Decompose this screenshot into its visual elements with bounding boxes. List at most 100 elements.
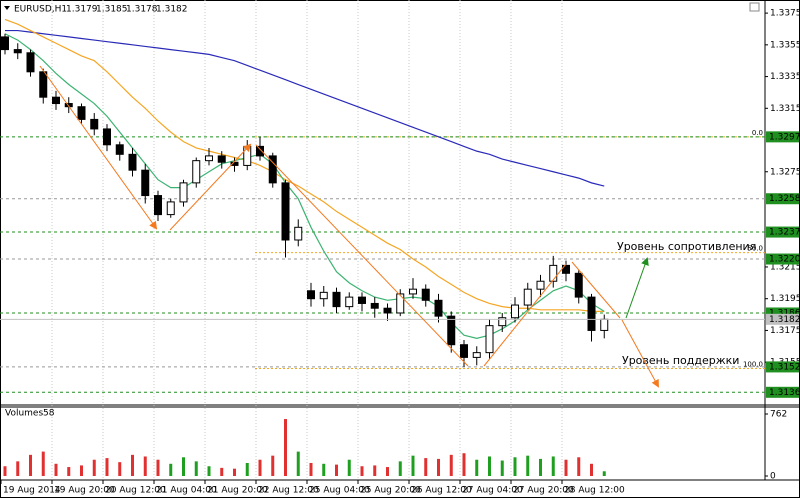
candle-body — [281, 182, 290, 241]
level-label: 1.3136 — [769, 388, 800, 398]
y-tick-label: 1.3375 — [770, 9, 800, 19]
window-button[interactable] — [749, 2, 760, 12]
candle-body — [574, 272, 583, 298]
support-label: Уровень поддержки — [622, 354, 739, 367]
candle-body — [103, 128, 111, 146]
candle-body — [307, 290, 315, 300]
candle-body — [26, 52, 35, 73]
candle-body — [319, 291, 328, 300]
x-tick-label: 28 Aug 12:00 — [564, 486, 625, 496]
candle-body — [358, 296, 366, 304]
candle-body — [549, 264, 558, 282]
candle-body — [13, 49, 22, 54]
moving-average — [4, 18, 605, 312]
arrow — [39, 65, 158, 230]
candle-body — [115, 144, 124, 155]
fib-label: 50.0 — [747, 245, 763, 253]
y-tick-label: 1.3215 — [770, 262, 800, 272]
last-price-label: 1.3182 — [769, 315, 800, 325]
candle-body — [396, 293, 405, 314]
x-tick-label: 21 Aug 20:00 — [207, 486, 268, 496]
candle-body — [421, 288, 430, 301]
candle-body — [90, 118, 99, 130]
symbol: EURUSD,H1 — [14, 5, 67, 15]
volume-title: Volumes — [5, 409, 43, 419]
arrow — [621, 319, 659, 388]
candle-body — [447, 315, 456, 346]
level-box — [766, 253, 799, 265]
level-label: 1.3258 — [769, 194, 800, 204]
level-box — [766, 361, 799, 373]
candle-body — [345, 296, 354, 308]
level-box — [766, 226, 799, 238]
x-tick-label: 25 Aug 04:00 — [309, 486, 370, 496]
candle-body — [498, 317, 507, 327]
candle-body — [294, 226, 303, 241]
candle-body — [600, 318, 609, 331]
x-tick-label: 19 Aug 2014 — [3, 486, 61, 496]
moving-average — [5, 29, 605, 187]
y-tick-label: 1.3175 — [770, 326, 800, 336]
candle-body — [243, 145, 252, 166]
candle-body — [141, 169, 150, 197]
arrow — [255, 144, 469, 367]
candle-body — [128, 153, 137, 171]
x-tick-label: 25 Aug 20:00 — [360, 486, 421, 496]
resistance-label: Уровень сопротивления — [617, 240, 756, 253]
header-close: 1.3182 — [156, 5, 188, 15]
x-tick-label: 26 Aug 12:00 — [411, 486, 472, 496]
candle-body — [434, 299, 443, 317]
y-tick-label: 1.3355 — [770, 40, 800, 50]
level-box — [766, 193, 799, 205]
candle-body — [256, 145, 264, 157]
header-open: 1.3179 — [66, 5, 98, 15]
menu-arrow[interactable] — [4, 6, 10, 10]
level-box — [766, 307, 799, 319]
level-box — [766, 131, 799, 143]
candle-body — [587, 296, 596, 331]
fib-label: 100.0 — [743, 361, 763, 369]
candle-body — [472, 352, 481, 358]
candle-body — [562, 264, 570, 274]
moving-average — [4, 33, 605, 339]
x-tick-label: 21 Aug 04:00 — [156, 486, 217, 496]
candle-body — [485, 325, 494, 354]
candle-body — [230, 161, 239, 166]
candle-body — [460, 344, 468, 358]
level-label: 1.3220 — [769, 255, 800, 265]
x-tick-label: 22 Aug 12:00 — [258, 486, 319, 496]
candle-body — [383, 307, 392, 314]
last-price-box — [766, 313, 799, 325]
level-label: 1.3237 — [769, 228, 800, 238]
candle-body — [154, 195, 162, 216]
arrow — [169, 143, 252, 231]
y-tick-label: 1.3275 — [770, 167, 800, 177]
candle-body — [77, 106, 86, 120]
y-tick-label: 1.3195 — [770, 294, 800, 304]
volume-last: 58 — [43, 409, 55, 419]
level-box — [766, 386, 799, 398]
candle-body — [523, 288, 532, 306]
candle-body — [166, 201, 175, 216]
candle-body — [39, 71, 48, 98]
x-tick-label: 19 Aug 20:00 — [54, 486, 115, 496]
candle-body — [205, 155, 213, 162]
arrow — [625, 257, 649, 319]
x-tick-label: 27 Aug 20:00 — [513, 486, 574, 496]
candle-body — [217, 155, 226, 163]
header-high: 1.3185 — [96, 5, 128, 15]
candle-body — [192, 160, 201, 184]
y-tick-label: 1.3315 — [770, 104, 800, 114]
level-label: 1.3297 — [769, 132, 800, 142]
x-tick-label: 27 Aug 04:00 — [462, 486, 523, 496]
arrow — [483, 263, 567, 367]
arrow — [571, 261, 621, 319]
candle-body — [370, 302, 379, 309]
x-tick-label: 20 Aug 12:00 — [105, 486, 166, 496]
candle-body — [511, 304, 519, 319]
candle-body — [1, 36, 9, 51]
candle-body — [332, 291, 341, 308]
header-low: 1.3178 — [126, 5, 158, 15]
